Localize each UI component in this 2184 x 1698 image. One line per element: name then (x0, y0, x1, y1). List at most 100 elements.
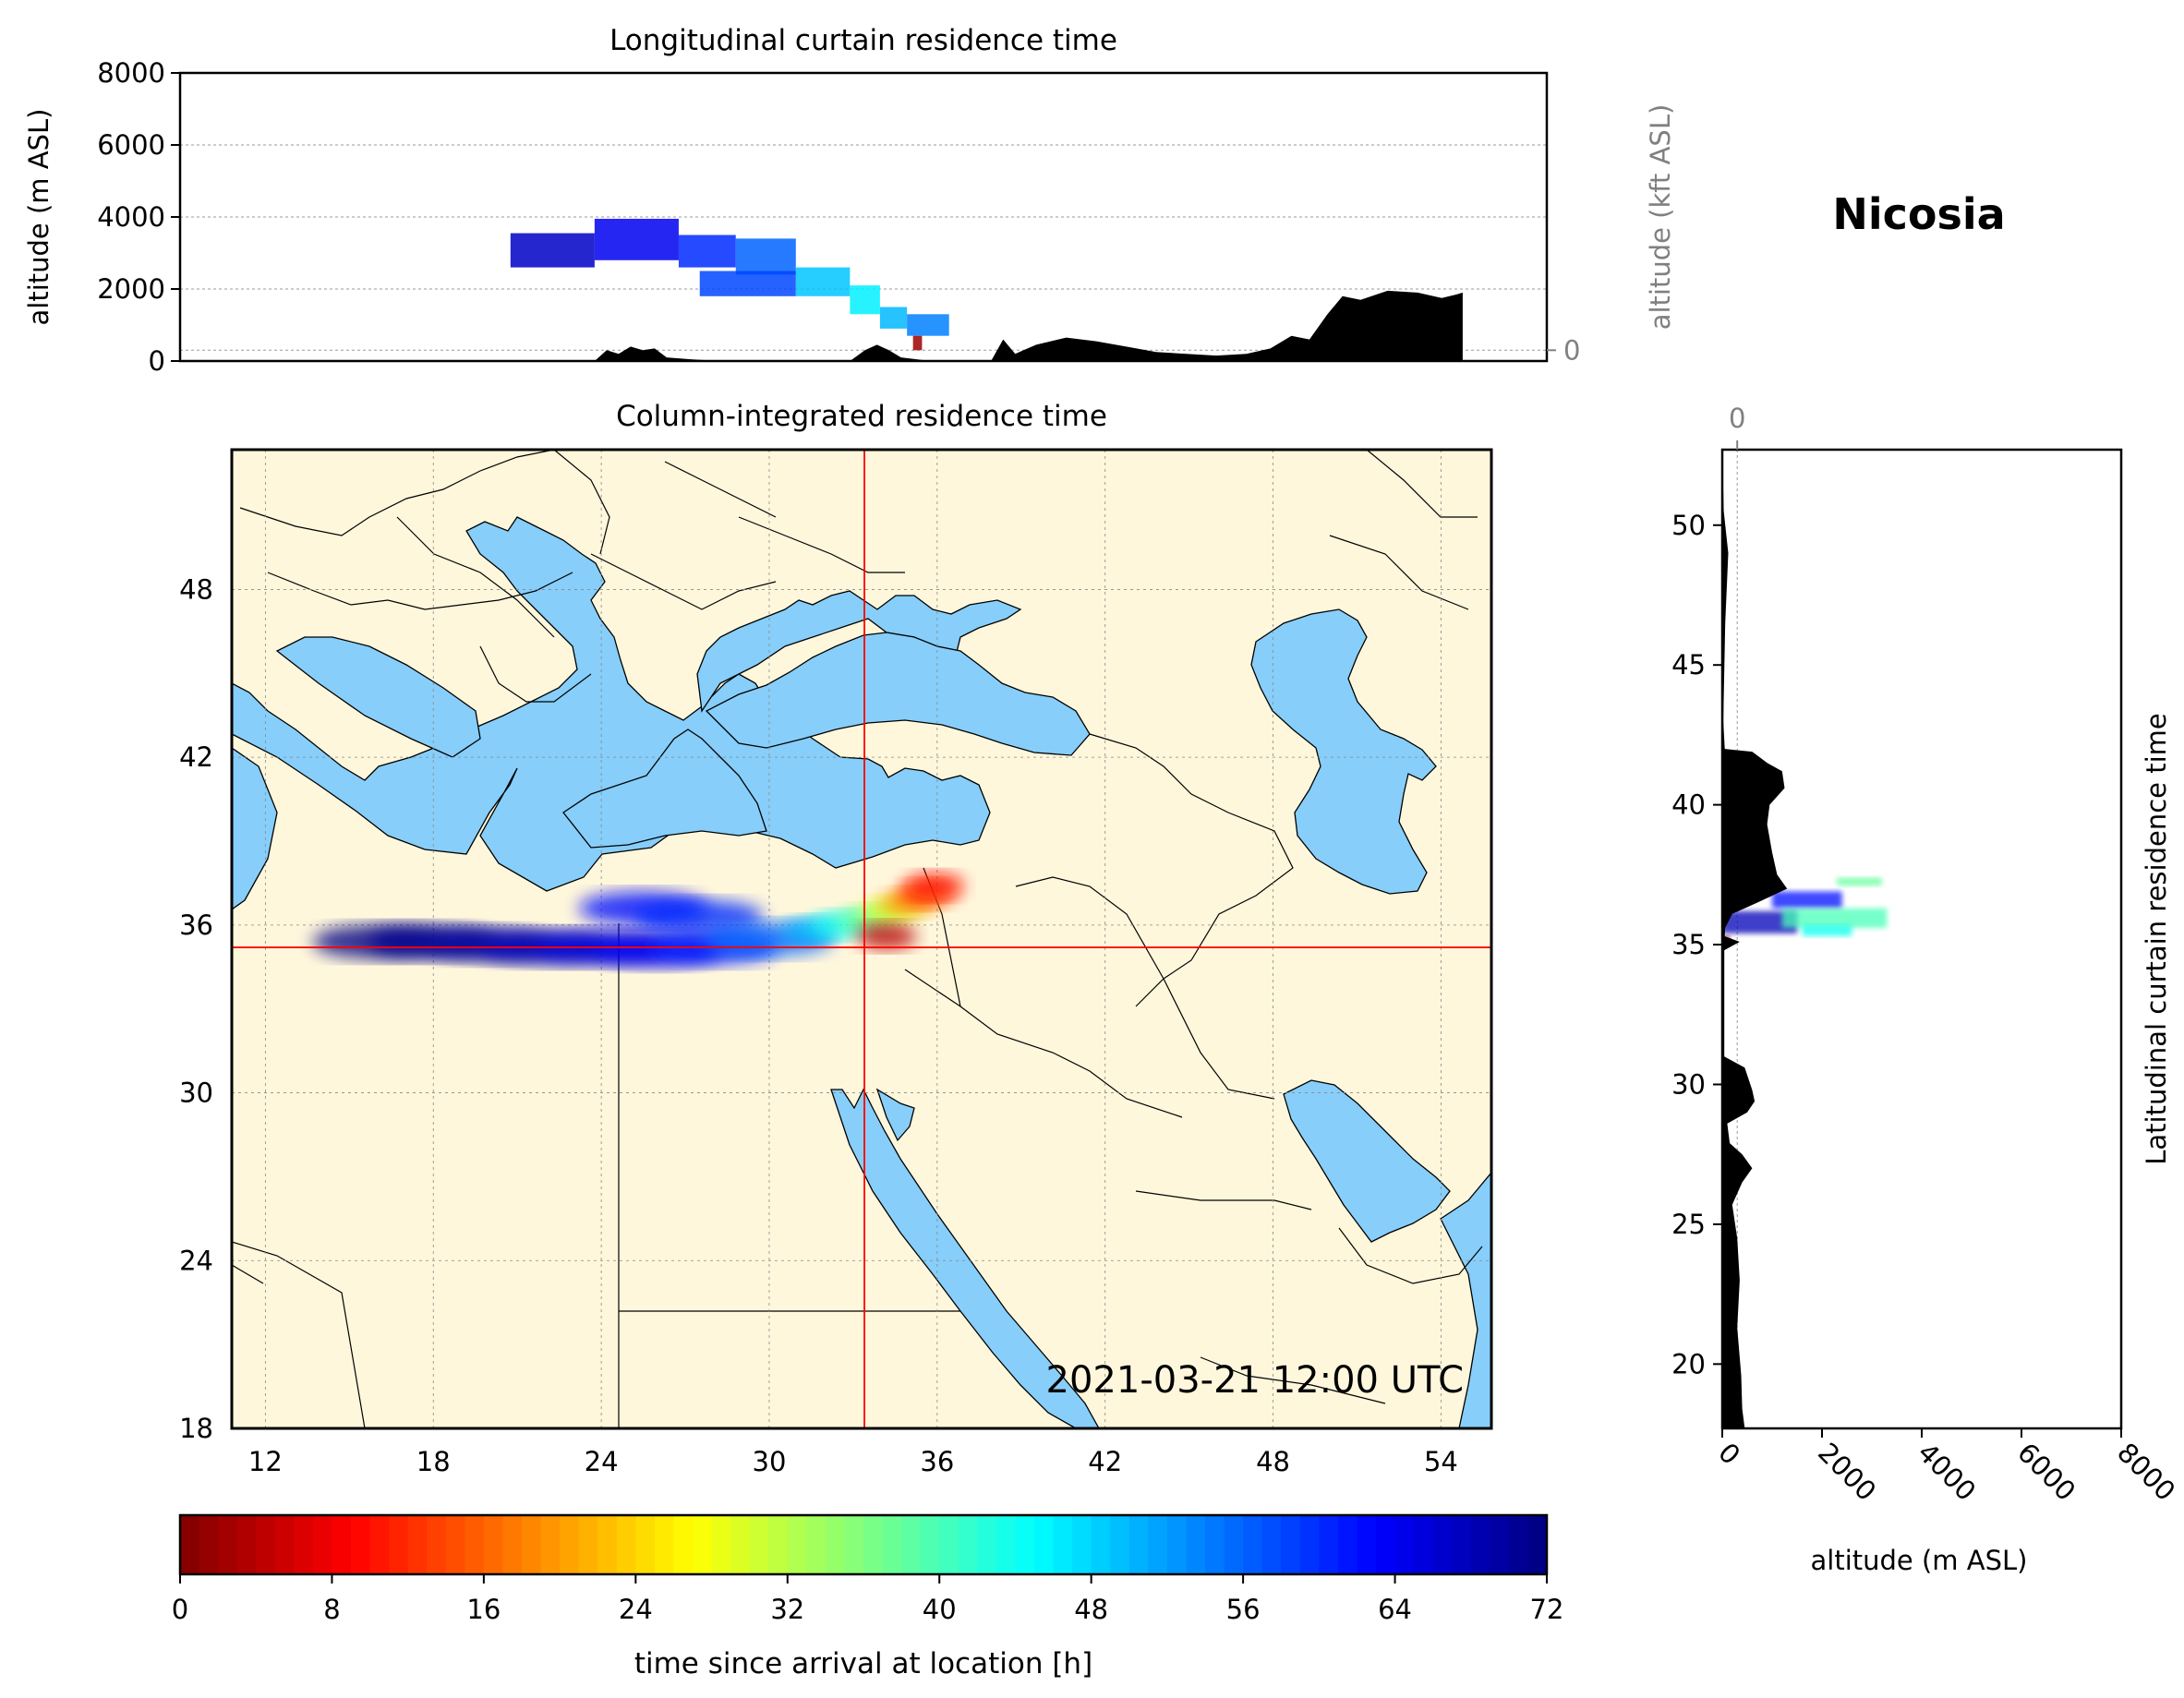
arabian-sea (1440, 1171, 1491, 1428)
colorbar-cell (312, 1515, 333, 1574)
colorbar-cell (977, 1515, 997, 1574)
colorbar-cell (1128, 1515, 1149, 1574)
longitudinal-plume (510, 218, 949, 351)
map-plume (312, 873, 964, 968)
tick-label: 50 (1671, 510, 1706, 541)
tick-label: 2000 (1812, 1437, 1882, 1507)
tick-label: 8 (323, 1594, 340, 1625)
tick-label: 48 (179, 573, 213, 605)
plume-cell (879, 307, 908, 329)
tick-label: 6000 (97, 129, 165, 161)
colorbar-cell (1490, 1515, 1510, 1574)
colorbar-cell (465, 1515, 485, 1574)
plume-cell (699, 271, 796, 296)
colorbar-cell (806, 1515, 827, 1574)
colorbar-cell (560, 1515, 580, 1574)
colorbar-cell (616, 1515, 636, 1574)
plume-cell (735, 238, 796, 275)
colorbar-cell (825, 1515, 846, 1574)
colorbar-cell (711, 1515, 731, 1574)
latitudinal-y-ticks: 20 25 30 35 40 45 50 (1671, 510, 1722, 1379)
colorbar-cell (768, 1515, 789, 1574)
plume-cell (795, 267, 851, 296)
colorbar-cell (958, 1515, 978, 1574)
plume-point (634, 899, 765, 933)
colorbar-cell (294, 1515, 314, 1574)
plume-point (857, 922, 917, 949)
longitudinal-y-ticks: 0 2000 4000 6000 8000 (97, 57, 180, 377)
tick-label: 48 (1256, 1446, 1290, 1477)
colorbar-cell (1337, 1515, 1358, 1574)
colorbar-cell (1357, 1515, 1377, 1574)
map-title: Column-integrated residence time (616, 400, 1107, 433)
tick-label: 40 (923, 1594, 957, 1625)
colorbar-cell (351, 1515, 371, 1574)
colorbar-cell (635, 1515, 656, 1574)
colorbar-cell (540, 1515, 561, 1574)
persian-gulf (1283, 1079, 1451, 1243)
colorbar-cell (597, 1515, 618, 1574)
map-x-ticks: 12 18 24 30 36 42 48 54 (248, 1446, 1458, 1477)
tick-label: 24 (179, 1245, 213, 1276)
colorbar-cell (693, 1515, 713, 1574)
tick-label: 35 (1671, 929, 1706, 960)
red-sea (830, 1088, 1100, 1428)
colorbar-cells (180, 1515, 1548, 1574)
colorbar-cell (483, 1515, 504, 1574)
colorbar-cell (1376, 1515, 1396, 1574)
tick-label: 4000 (1912, 1437, 1982, 1507)
map-axes-frame (230, 448, 1493, 1430)
plume-cell (510, 233, 595, 268)
plume-cell (1837, 877, 1882, 886)
colorbar-cell (730, 1515, 751, 1574)
tick-label: 16 (466, 1594, 501, 1625)
mediterranean-sea (232, 516, 991, 892)
colorbar-cell (1432, 1515, 1453, 1574)
tick-label: 42 (179, 741, 213, 773)
colorbar-cell (445, 1515, 465, 1574)
longitudinal-secondary-ylabel: altitude (kft ASL) (1645, 104, 1676, 331)
plume-cell (1781, 908, 1888, 928)
location-title: Nicosia (1832, 189, 2005, 239)
colorbar-cell (1205, 1515, 1225, 1574)
longitudinal-title: Longitudinal curtain residence time (609, 24, 1117, 57)
colorbar-ticks: 0 8 16 24 32 40 48 56 64 72 (172, 1574, 1564, 1625)
latitudinal-x-ticks: 0 2000 4000 6000 8000 (1712, 1428, 2181, 1507)
tick-label: 25 (1671, 1209, 1706, 1240)
latitudinal-plume (1722, 877, 1888, 945)
colorbar-cell (749, 1515, 769, 1574)
plume-cell (850, 285, 880, 315)
colorbar-cell (1034, 1515, 1055, 1574)
colorbar-cell (882, 1515, 902, 1574)
tick-label: 0 (149, 345, 165, 377)
tick-label: 72 (1530, 1594, 1564, 1625)
colorbar-cell (274, 1515, 295, 1574)
colorbar-cell (407, 1515, 428, 1574)
colorbar-cell (1527, 1515, 1548, 1574)
colorbar-cell (1015, 1515, 1035, 1574)
tick-label: 0 (1563, 334, 1580, 366)
plume-cell (594, 218, 679, 260)
tick-label: 20 (1671, 1348, 1706, 1379)
longitudinal-secondary-y-ticks: 050100 (1547, 334, 1580, 366)
colorbar-cell (1394, 1515, 1415, 1574)
adriatic-sea (275, 636, 481, 758)
tick-label: 0 (1712, 1437, 1746, 1471)
colorbar-frame (178, 1513, 1549, 1576)
colorbar-cell (218, 1515, 238, 1574)
tick-label: 56 (1226, 1594, 1261, 1625)
colorbar-cell (1224, 1515, 1244, 1574)
tick-label: 36 (179, 909, 213, 941)
receptor-crosshair (232, 450, 1491, 1428)
colorbar-cell (1452, 1515, 1472, 1574)
colorbar-cell (1072, 1515, 1092, 1574)
colorbar-cell (427, 1515, 447, 1574)
colorbar-cell (1148, 1515, 1168, 1574)
colorbar-cell (199, 1515, 219, 1574)
tick-label: 40 (1671, 789, 1706, 821)
colorbar-cell (522, 1515, 542, 1574)
colorbar-cell (1186, 1515, 1206, 1574)
colorbar-cell (1299, 1515, 1320, 1574)
colorbar-cell (180, 1515, 200, 1574)
